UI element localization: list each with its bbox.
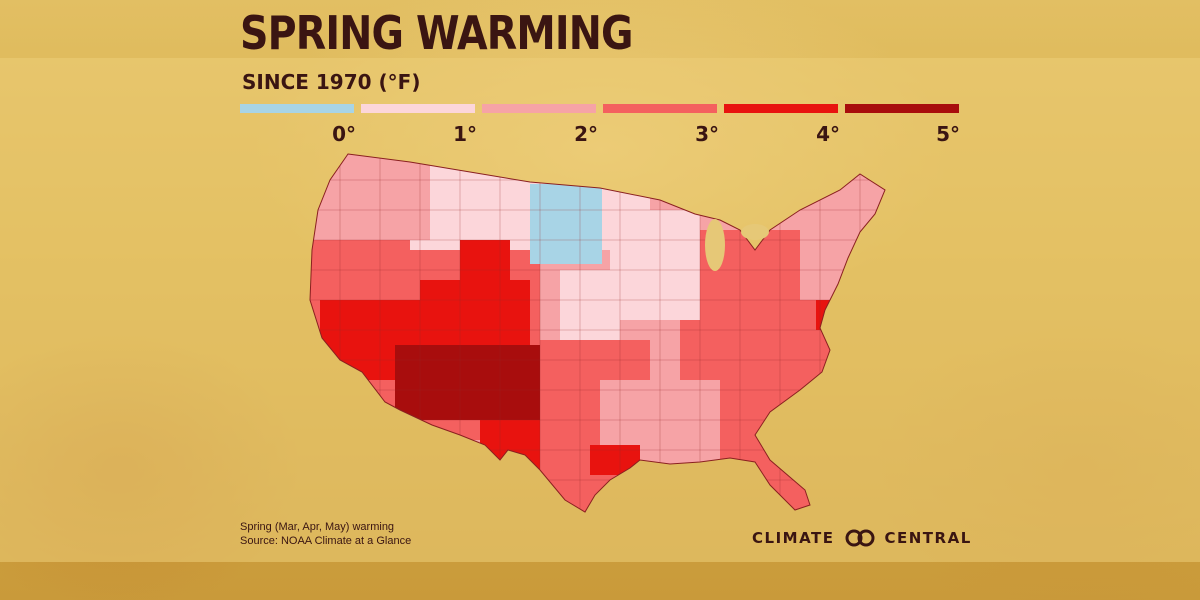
- brand-left-text: CLIMATE: [752, 529, 835, 547]
- region-south-texas-4: [590, 445, 640, 475]
- footnote-line-1: Spring (Mar, Apr, May) warming: [240, 521, 395, 533]
- page-subtitle: SINCE 1970 (°F): [242, 70, 421, 94]
- legend-label-3: 3°: [695, 122, 719, 146]
- legend-bar-1: [361, 104, 475, 113]
- page-title: SPRING WARMING: [240, 6, 633, 60]
- region-utah-north-4: [460, 240, 510, 290]
- footnote: Spring (Mar, Apr, May) warming Source: N…: [240, 520, 411, 548]
- interlocking-rings-icon: [845, 529, 874, 547]
- region-upper-midwest-1: [610, 210, 700, 320]
- legend-bar-3: [603, 104, 717, 113]
- legend: 0° 1° 2° 3° 4° 5°: [240, 104, 960, 146]
- region-west-texas-4: [480, 420, 540, 470]
- legend-bar-4: [724, 104, 838, 113]
- region-arizona-newmexico-5: [395, 345, 540, 420]
- lake-michigan: [705, 219, 725, 271]
- legend-bar-2: [482, 104, 596, 113]
- legend-label-4: 4°: [816, 122, 840, 146]
- us-outline: [309, 153, 886, 513]
- us-map-svg: [309, 153, 886, 513]
- legend-label-5: 5°: [936, 122, 960, 146]
- legend-label-0: 0°: [332, 122, 356, 146]
- lake-huron: [741, 224, 769, 240]
- region-northwest-2: [310, 154, 430, 240]
- legend-label-1: 1°: [453, 122, 477, 146]
- legend-bar-0: [240, 104, 354, 113]
- region-central-1: [560, 270, 620, 340]
- region-north-dakota-0: [530, 184, 602, 264]
- region-utah-4: [420, 280, 530, 350]
- climate-central-logo: CLIMATE CENTRAL: [752, 528, 972, 548]
- legend-label-2: 2°: [574, 122, 598, 146]
- legend-bar-5: [845, 104, 959, 113]
- brand-right-text: CENTRAL: [884, 529, 972, 547]
- us-warming-map: [300, 150, 900, 520]
- footnote-line-2: Source: NOAA Climate at a Glance: [240, 535, 412, 547]
